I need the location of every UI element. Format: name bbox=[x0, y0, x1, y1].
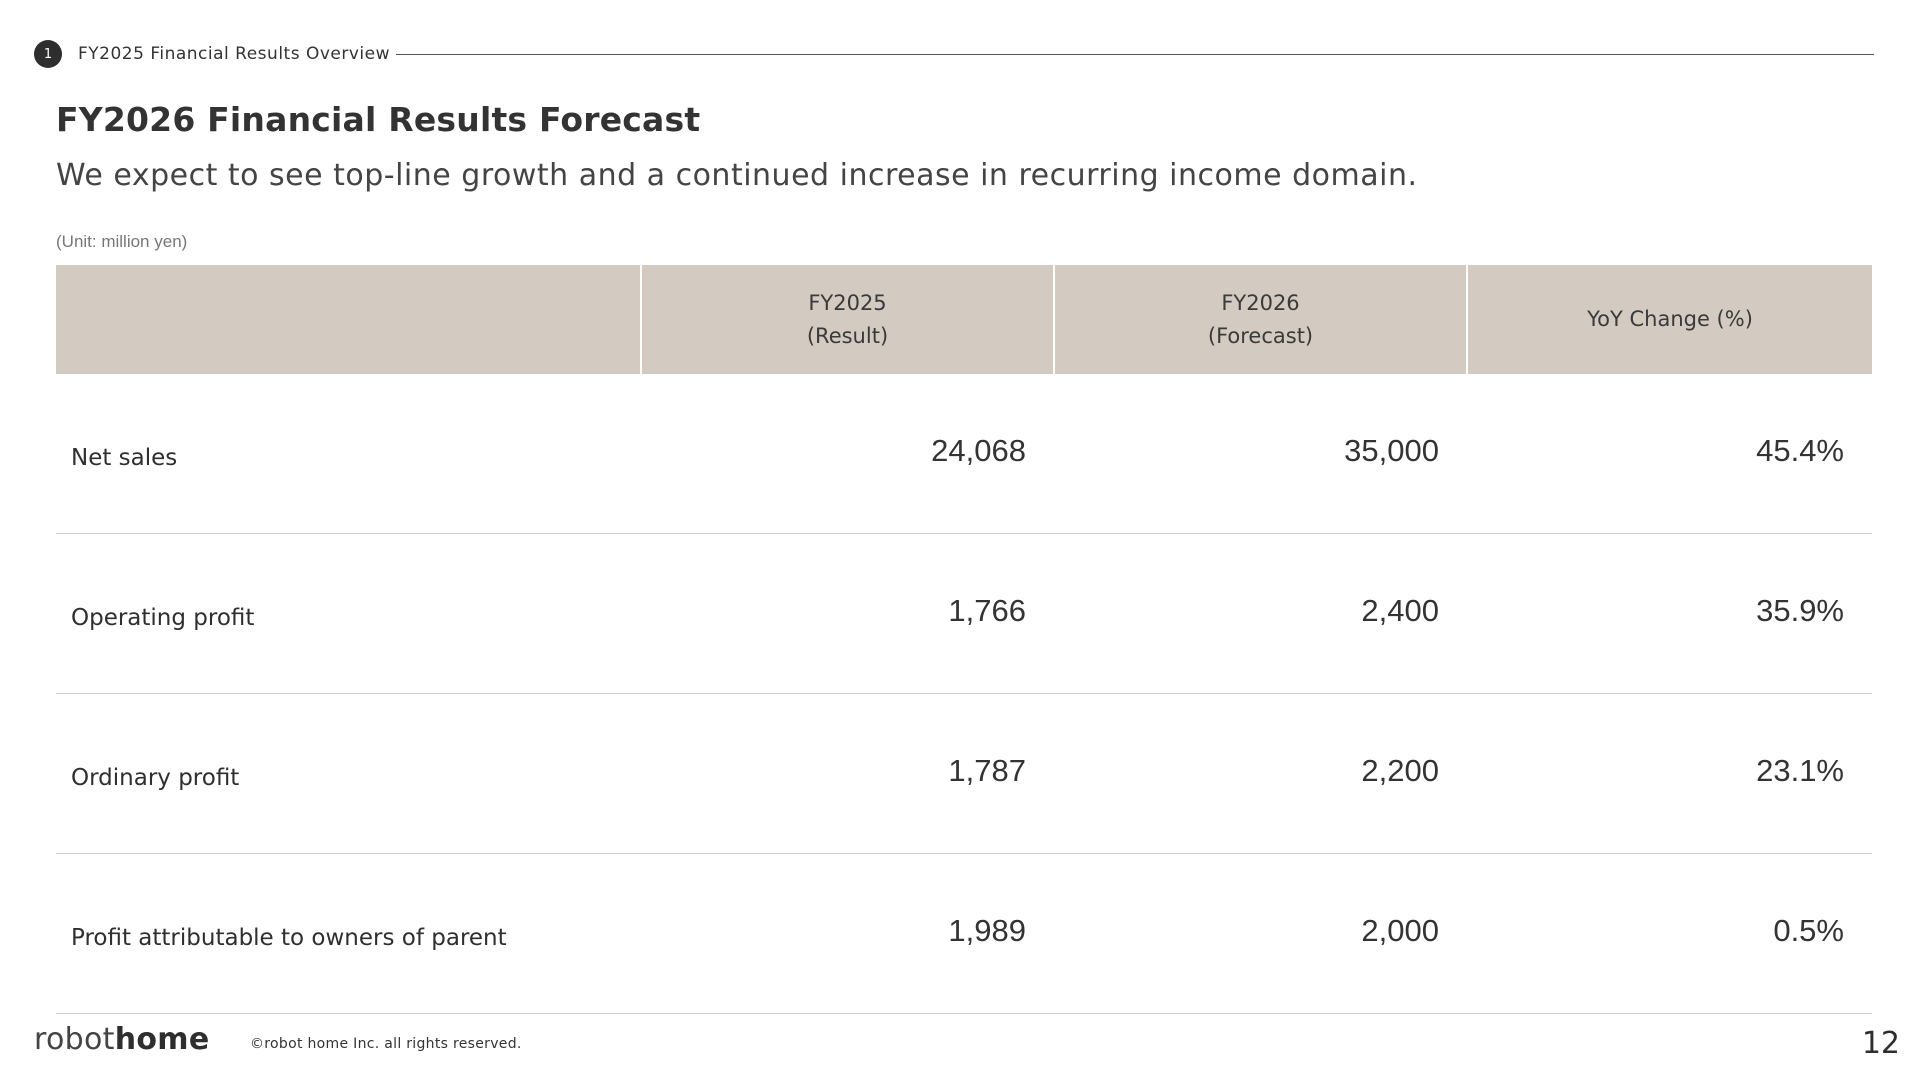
cell-fy2026: 2,200 bbox=[1054, 693, 1467, 854]
header-fy2025-line2: (Result) bbox=[806, 323, 889, 348]
forecast-table: FY2025 (Result) FY2026 (Forecast) YoY Ch… bbox=[56, 265, 1872, 1014]
cell-fy2025: 1,766 bbox=[641, 533, 1054, 694]
cell-fy2025: 24,068 bbox=[641, 374, 1054, 534]
cell-yoy: 0.5% bbox=[1467, 853, 1872, 1014]
copyright-text: ©robot home Inc. all rights reserved. bbox=[250, 1036, 522, 1052]
row-label-net-sales: Net sales bbox=[56, 374, 641, 534]
cell-yoy: 35.9% bbox=[1467, 533, 1872, 694]
page-subtitle: We expect to see top-line growth and a c… bbox=[56, 158, 1418, 193]
logo-text-light: robot bbox=[34, 1022, 115, 1057]
table-row: Operating profit 1,766 2,400 35.9% bbox=[56, 533, 1872, 694]
cell-fy2026: 2,400 bbox=[1054, 533, 1467, 694]
cell-fy2025: 1,787 bbox=[641, 693, 1054, 854]
page-number: 12 bbox=[1861, 1026, 1900, 1061]
logo-text-bold: home bbox=[114, 1022, 210, 1057]
table-header-fy2026: FY2026 (Forecast) bbox=[1053, 265, 1467, 374]
cell-fy2026: 2,000 bbox=[1054, 853, 1467, 1014]
table-header-fy2025: FY2025 (Result) bbox=[640, 265, 1054, 374]
cell-yoy: 23.1% bbox=[1467, 693, 1872, 854]
header-yoy-line1: YoY Change (%) bbox=[1587, 307, 1753, 331]
company-logo: robothome bbox=[34, 1022, 209, 1057]
section-title: FY2025 Financial Results Overview bbox=[78, 44, 390, 64]
cell-fy2025: 1,989 bbox=[641, 853, 1054, 1014]
section-divider bbox=[396, 53, 1874, 55]
header-fy2026-line2: (Forecast) bbox=[1207, 323, 1314, 348]
row-label-operating-profit: Operating profit bbox=[56, 533, 641, 694]
table-row: Profit attributable to owners of parent … bbox=[56, 853, 1872, 1014]
table-header-row: FY2025 (Result) FY2026 (Forecast) YoY Ch… bbox=[56, 265, 1872, 374]
unit-note: (Unit: million yen) bbox=[56, 232, 188, 251]
table-row: Net sales 24,068 35,000 45.4% bbox=[56, 374, 1872, 534]
cell-fy2026: 35,000 bbox=[1054, 374, 1467, 534]
table-header-yoy: YoY Change (%) bbox=[1466, 265, 1872, 374]
table-row: Ordinary profit 1,787 2,200 23.1% bbox=[56, 693, 1872, 854]
section-header: 1 FY2025 Financial Results Overview bbox=[34, 40, 1874, 68]
header-fy2026-line1: FY2026 bbox=[1221, 290, 1300, 315]
header-fy2025-line1: FY2025 bbox=[808, 290, 887, 315]
cell-yoy: 45.4% bbox=[1467, 374, 1872, 534]
section-number-badge: 1 bbox=[34, 40, 62, 68]
row-label-profit-attributable: Profit attributable to owners of parent bbox=[56, 853, 641, 1014]
row-label-ordinary-profit: Ordinary profit bbox=[56, 693, 641, 854]
table-header-blank bbox=[56, 265, 641, 374]
page-title: FY2026 Financial Results Forecast bbox=[56, 100, 701, 139]
